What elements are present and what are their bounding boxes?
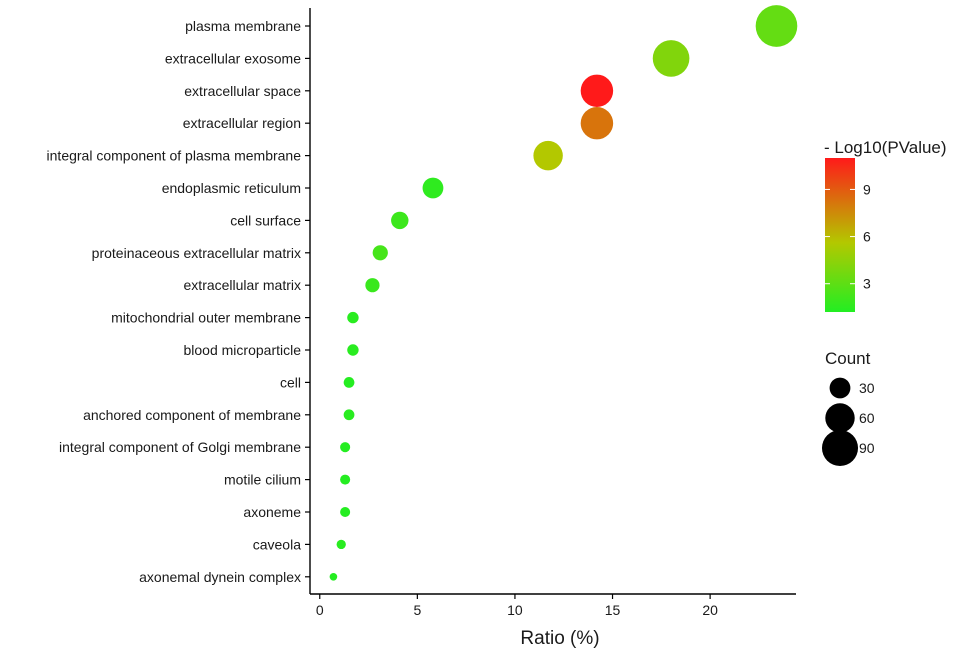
y-tick-label: mitochondrial outer membrane	[111, 310, 301, 326]
size-legend-label: 60	[859, 410, 875, 426]
color-legend-bar	[825, 158, 855, 312]
y-tick-label: motile cilium	[224, 472, 301, 488]
y-tick-label: integral component of Golgi membrane	[59, 439, 301, 455]
data-point	[365, 278, 380, 293]
data-point	[343, 409, 355, 421]
size-legend-label: 90	[859, 440, 875, 456]
data-point	[652, 40, 690, 77]
color-legend: - Log10(PValue) 3 6 9	[824, 138, 947, 312]
data-point	[340, 506, 351, 518]
y-tick-label: blood microparticle	[184, 342, 302, 358]
y-tick-label: extracellular exosome	[165, 50, 301, 66]
data-point	[340, 442, 351, 453]
y-tick-label: proteinaceous extracellular matrix	[92, 245, 301, 261]
data-point	[347, 344, 359, 356]
y-tick-label: extracellular region	[183, 115, 301, 131]
color-legend-tick-label: 9	[863, 181, 871, 197]
x-axis-ticks: 0 5 10 15 20	[316, 594, 718, 618]
data-point	[372, 245, 388, 261]
x-tick-label: 5	[413, 602, 421, 618]
x-tick-label: 15	[605, 602, 621, 618]
y-tick-label: anchored component of membrane	[83, 407, 301, 423]
y-tick-label: endoplasmic reticulum	[162, 180, 301, 196]
plot-area: plasma membrane extracellular exosome extr…	[47, 5, 798, 618]
size-legend-symbol	[829, 377, 851, 399]
color-legend-tick-label: 3	[863, 276, 871, 292]
y-tick-label: axonemal dynein complex	[139, 569, 301, 585]
y-tick-label: cell	[280, 374, 301, 390]
data-point	[755, 5, 798, 47]
y-tick-label: extracellular space	[184, 83, 301, 99]
size-legend-symbol	[821, 429, 859, 467]
data-point	[533, 140, 563, 171]
size-legend-items: 30 60 90	[821, 377, 875, 467]
data-point	[580, 106, 614, 140]
color-legend-tick-label: 6	[863, 229, 871, 245]
x-tick-label: 20	[702, 602, 718, 618]
data-point	[340, 474, 351, 485]
data-point	[580, 74, 614, 108]
y-tick-label: plasma membrane	[185, 18, 301, 34]
y-tick-label: caveola	[253, 536, 301, 552]
color-legend-title: - Log10(PValue)	[824, 138, 947, 157]
size-legend-symbol	[825, 403, 855, 433]
data-point	[343, 377, 355, 388]
y-tick-label: axoneme	[243, 504, 301, 520]
x-tick-label: 10	[507, 602, 523, 618]
data-point	[347, 311, 359, 324]
size-legend-title: Count	[825, 349, 871, 368]
size-legend-label: 30	[859, 380, 875, 396]
data-point	[422, 177, 444, 199]
x-tick-label: 0	[316, 602, 324, 618]
data-points	[329, 5, 798, 581]
y-axis-ticks: plasma membrane extracellular exosome extr…	[47, 18, 310, 585]
size-legend: Count 30 60 90	[821, 349, 875, 467]
data-point	[329, 573, 338, 581]
color-legend-ticks: 3 6 9	[825, 181, 871, 292]
y-tick-label: cell surface	[230, 212, 301, 228]
y-tick-label: extracellular matrix	[184, 277, 301, 293]
data-point	[336, 539, 346, 550]
y-tick-label: integral component of plasma membrane	[47, 148, 302, 164]
data-point	[391, 211, 409, 230]
x-axis-title: Ratio (%)	[520, 628, 599, 649]
